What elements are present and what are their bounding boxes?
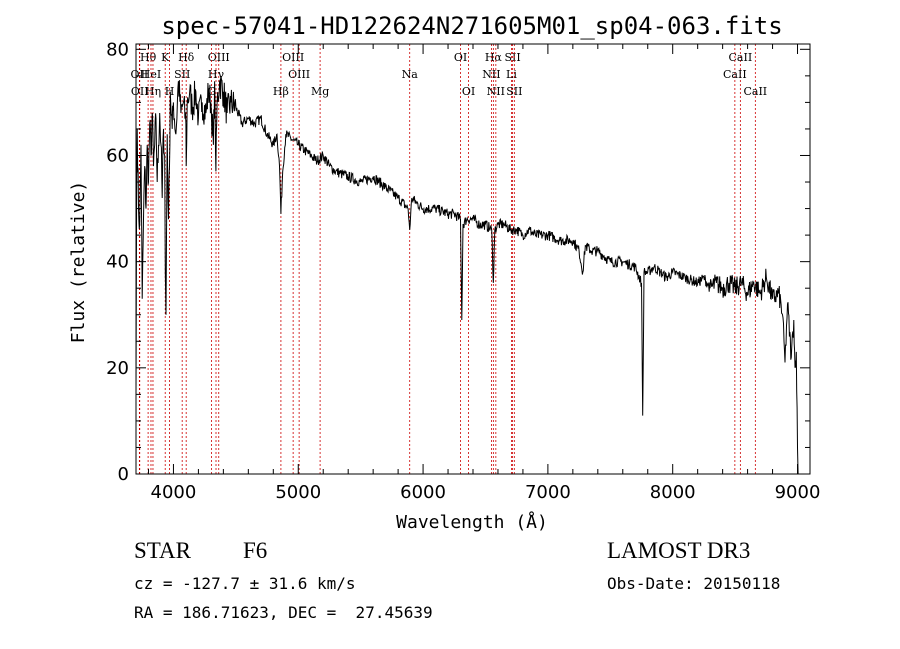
line-marker-label: NII <box>482 68 500 81</box>
line-marker-label: Hγ <box>208 68 225 81</box>
line-marker-label: Mg <box>311 85 329 98</box>
line-marker-label: Hβ <box>273 85 289 98</box>
line-marker-label: OI <box>462 85 475 98</box>
line-marker-label: Hη <box>145 85 161 98</box>
object-subclass: F6 <box>243 538 268 563</box>
line-marker-label: CaII <box>743 85 767 98</box>
y-tick-label: 40 <box>106 252 129 273</box>
chart-title: spec-57041-HD122624N271605M01_sp04-063.f… <box>161 12 782 40</box>
spectrum-chart: spec-57041-HD122624N271605M01_sp04-063.f… <box>68 12 820 533</box>
x-tick-label: 4000 <box>151 482 197 503</box>
line-marker-label: K <box>161 51 170 64</box>
line-marker-label: NII <box>487 85 505 98</box>
x-tick-label: 6000 <box>400 482 446 503</box>
line-marker-label: OI <box>454 51 467 64</box>
spectrum-line <box>135 75 799 475</box>
x-tick-label: 8000 <box>650 482 696 503</box>
y-tick-label: 80 <box>106 39 129 60</box>
line-marker-label: Hδ <box>178 51 195 64</box>
line-marker-label: HeI <box>141 68 161 81</box>
line-marker-label: Li <box>506 68 517 81</box>
line-marker-label: Hα <box>485 51 503 64</box>
line-marker-label: OII <box>131 68 149 81</box>
redshift-cz: cz = -127.7 ± 31.6 km/s <box>134 574 356 593</box>
axis-ticks: 4000 5000 6000 7000 8000 9000 0 20 40 60 80 <box>106 39 820 503</box>
line-marker-label: H <box>165 85 175 98</box>
x-tick-label: 9000 <box>775 482 821 503</box>
line-marker-label: OIII <box>208 51 230 64</box>
line-marker-label: CaII <box>723 68 747 81</box>
line-marker-label: OIII <box>282 51 304 64</box>
survey-name: LAMOST DR3 <box>607 538 751 563</box>
line-marker-label: Na <box>402 68 419 81</box>
x-tick-label: 5000 <box>275 482 321 503</box>
object-class: STAR <box>134 538 191 563</box>
series-layer <box>135 75 799 475</box>
line-marker-label: CaII <box>729 51 753 64</box>
line-marker-label: Hθ <box>140 51 157 64</box>
observation-date: Obs-Date: 20150118 <box>607 574 781 593</box>
x-tick-label: 7000 <box>525 482 571 503</box>
y-axis-label: Flux (relative) <box>68 181 89 344</box>
line-marker-label: G <box>207 85 216 98</box>
line-marker-label: SII <box>174 68 190 81</box>
y-tick-label: 20 <box>106 358 129 379</box>
line-marker-label: SII <box>506 85 522 98</box>
coordinates: RA = 186.71623, DEC = 27.45639 <box>134 603 433 622</box>
y-tick-label: 0 <box>118 464 129 485</box>
line-marker-label: OII <box>131 85 149 98</box>
line-marker-label: SII <box>504 51 520 64</box>
line-marker-label: OIII <box>288 68 310 81</box>
y-tick-label: 60 <box>106 145 129 166</box>
x-axis-label: Wavelength (Å) <box>396 511 548 533</box>
